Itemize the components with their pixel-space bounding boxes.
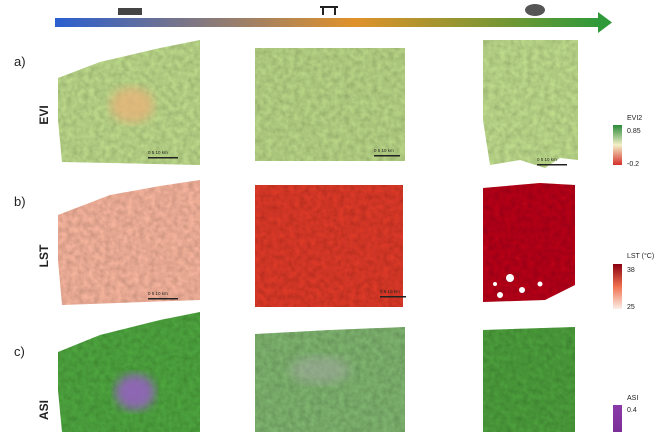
colorbar [613,125,622,165]
legend-max: 38 [627,267,635,274]
variable-label: EVI [37,105,51,124]
urban-area [110,87,154,123]
icon [118,8,142,15]
scale-bar-label: 0 5 10 km [148,150,168,155]
legend-max: 0.4 [627,407,637,414]
legend-asi: ASI 0.4 [613,395,638,432]
icon [320,7,338,15]
legend-lst: LST (°C) 38 25 [613,252,654,311]
variable-label: ASI [37,400,51,420]
legend-max: 0.85 [627,128,641,135]
bare-area [290,356,350,384]
scale-bar-label: 0 5 10 km [537,157,557,162]
row-label: b) [14,194,26,209]
legend-min: 25 [627,304,635,311]
icon [525,4,545,16]
row-label: a) [14,54,26,69]
row-label: c) [14,344,25,359]
legend-min: -0.2 [627,161,639,168]
legend-evi: EVI2 0.85 -0.2 [613,115,642,168]
urban-area [115,374,155,410]
colorbar [613,264,622,309]
map-lst [58,180,575,307]
scale-bar-label: 0 5 10 km [148,291,168,296]
legend-title: ASI [627,395,638,402]
scale-bar-label: 0 5 10 km [380,289,400,294]
variable-label: LST [37,244,51,267]
figure: a) b) c) EVI LST ASI 0 5 10 km 0 5 10 km… [0,0,667,434]
scale-bar-label: 0 5 10 km [374,148,394,153]
colorbar [613,405,622,432]
gradient-arrow [55,4,612,33]
legend-title: EVI2 [627,115,642,122]
legend-title: LST (°C) [627,252,654,260]
